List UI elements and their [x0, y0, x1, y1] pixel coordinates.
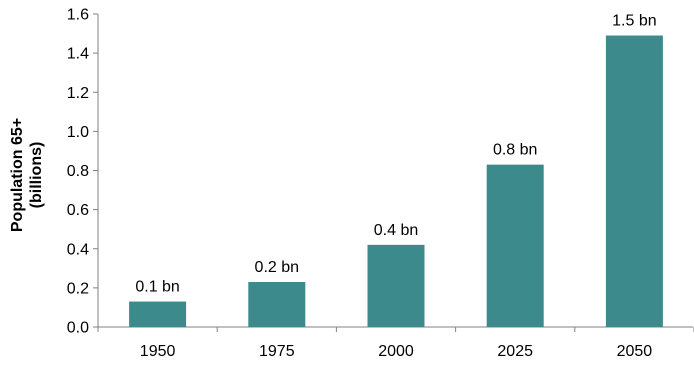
y-tick-label: 1.0	[67, 124, 89, 141]
data-label: 0.1 bn	[135, 279, 179, 296]
y-axis-title-line-2: (billions)	[28, 142, 45, 209]
bar	[367, 244, 425, 327]
y-axis-title: Population 65+ (billions)	[9, 118, 45, 232]
data-label: 0.8 bn	[493, 142, 537, 159]
x-category-label: 2000	[378, 343, 414, 360]
x-category-label: 2050	[617, 343, 653, 360]
x-category-label: 1950	[140, 343, 176, 360]
y-tick-label: 0.8	[67, 163, 89, 180]
bar	[248, 282, 306, 327]
y-tick-label: 1.2	[67, 85, 89, 102]
data-label: 1.5 bn	[612, 13, 656, 30]
y-tick-label: 0.6	[67, 202, 89, 219]
y-tick-label: 0.2	[67, 280, 89, 297]
bar	[486, 164, 544, 327]
bar	[129, 301, 187, 327]
y-tick-label: 1.4	[67, 46, 89, 63]
y-tick-label: 1.6	[67, 7, 89, 24]
y-tick-label: 0.0	[67, 320, 89, 337]
bar	[605, 35, 663, 328]
data-label: 0.2 bn	[255, 259, 299, 276]
x-category-label: 2025	[497, 343, 533, 360]
y-tick-label: 0.4	[67, 241, 89, 258]
x-category-label: 1975	[259, 343, 295, 360]
plot-area: 0.0 0.2 0.4 0.6 0.8 1.0 1.2 1.4 1.6 0.1 bn 1950 0.2…	[67, 7, 694, 360]
data-label: 0.4 bn	[374, 222, 418, 239]
y-axis-title-line-1: Population 65+	[9, 118, 26, 232]
